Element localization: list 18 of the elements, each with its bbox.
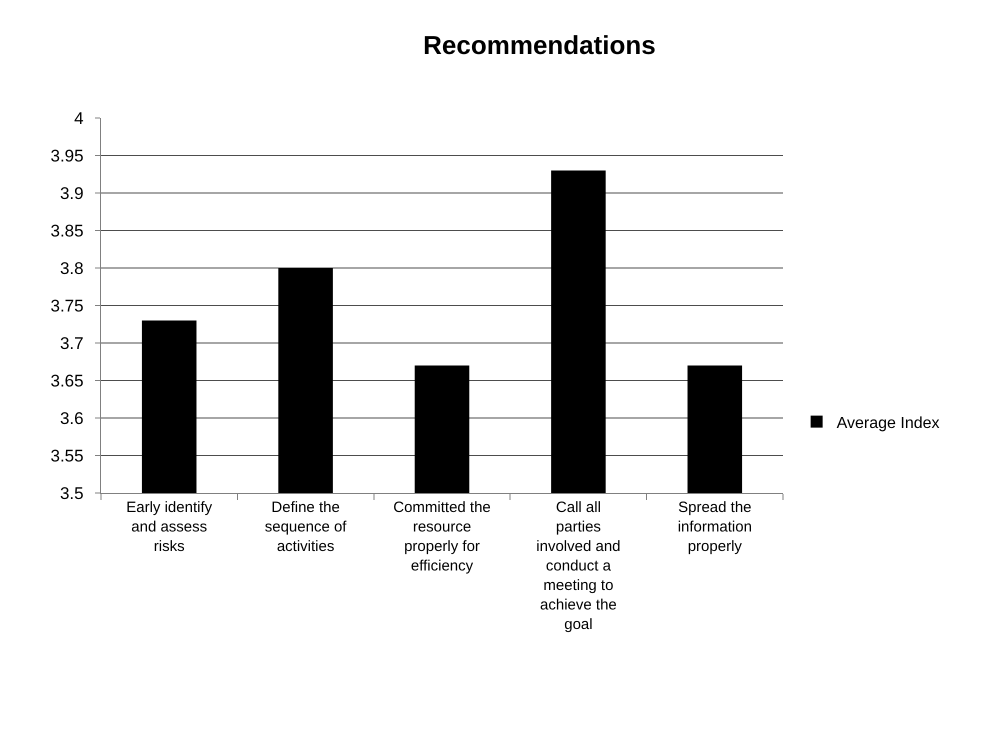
y-tick-label: 3.55	[50, 446, 84, 466]
y-tick-label: 3.65	[50, 371, 84, 390]
y-tick-label: 3.6	[60, 408, 84, 428]
x-tick-label: Call all parties involved and conduct a meeting to achieve the goal	[536, 499, 621, 633]
x-tick-label: Define the sequence of activities	[264, 499, 348, 555]
y-tick-label: 3.75	[50, 296, 84, 316]
y-tick-label: 3.85	[50, 221, 84, 240]
y-tick-label: 3.5	[60, 484, 84, 503]
y-tick-label: 4	[74, 108, 84, 128]
x-tick-label: Committed the resource properly for efficiency	[393, 499, 491, 574]
x-tick-label: Spread the information properly	[678, 499, 752, 555]
y-tick-label: 3.9	[60, 184, 84, 203]
legend-label: Average Index	[836, 414, 940, 432]
chart-title: Recommendations	[423, 30, 656, 60]
x-tick-label: Early identify and assess risks	[126, 499, 213, 555]
y-tick-label: 3.95	[50, 146, 84, 166]
y-tick-label: 3.8	[60, 258, 84, 278]
y-tick-label: 3.7	[60, 334, 84, 353]
